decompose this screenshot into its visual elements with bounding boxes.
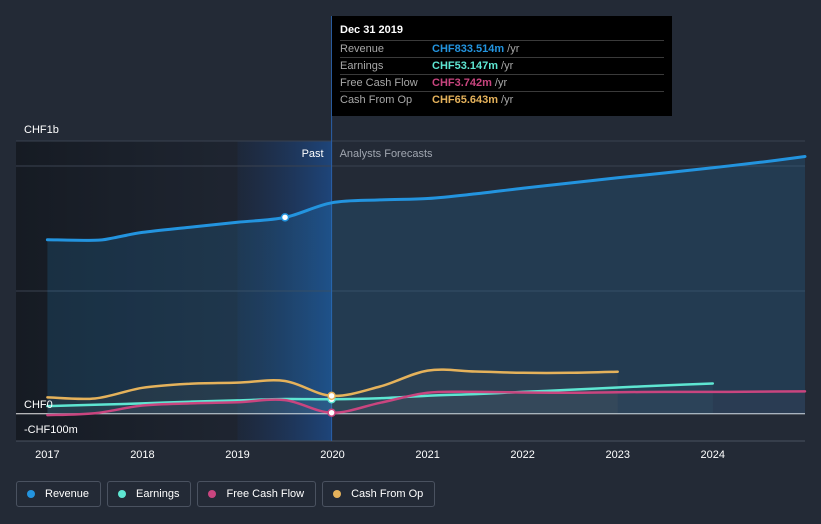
tooltip-row-cash-from-op: Cash From Op CHF65.643m /yr (340, 91, 664, 108)
tooltip-label: Revenue (340, 43, 385, 55)
legend-item-cash-from-op[interactable]: Cash From Op (322, 481, 436, 507)
legend-dot-icon (118, 490, 127, 498)
legend-item-earnings[interactable]: Earnings (107, 481, 192, 507)
y-axis-label: -CHF100m (24, 424, 78, 436)
tooltip-unit: /yr (494, 77, 508, 89)
legend-dot-icon (208, 490, 217, 498)
earnings-line (46, 382, 715, 408)
legend-label: Revenue (45, 488, 90, 500)
tooltip: Dec 31 2019 Revenue CHF833.514m /yr Earn… (332, 16, 672, 116)
x-tick-label: 2021 (415, 449, 439, 461)
legend-item-free-cash-flow[interactable]: Free Cash Flow (197, 481, 317, 507)
legend-label: Earnings (136, 488, 180, 500)
tooltip-date: Dec 31 2019 (340, 24, 403, 36)
free-cash-flow-point-marker (327, 408, 336, 417)
x-tick-label: 2018 (130, 449, 154, 461)
free-cash-flow-line (46, 390, 807, 417)
tooltip-unit: /yr (501, 60, 514, 72)
tooltip-value: CHF65.643m (432, 94, 499, 106)
revenue-area (47, 156, 805, 414)
x-tick-label: 2023 (605, 449, 629, 461)
y-axis-label: CHF0 (24, 399, 53, 411)
legend-item-revenue[interactable]: Revenue (16, 481, 102, 507)
x-tick-label: 2017 (35, 449, 59, 461)
tooltip-unit: /yr (501, 94, 514, 106)
tooltip-label: Cash From Op (340, 94, 413, 106)
tooltip-label: Free Cash Flow (340, 77, 418, 89)
legend: Revenue Earnings Free Cash Flow Cash Fro… (16, 481, 436, 507)
y-axis-label: CHF1b (24, 124, 59, 136)
legend-label: Cash From Op (351, 488, 424, 500)
x-tick-label: 2019 (225, 449, 249, 461)
tooltip-unit: /yr (507, 43, 520, 55)
tooltip-value: CHF833.514m (432, 43, 505, 55)
tooltip-row-revenue: Revenue CHF833.514m /yr (340, 40, 664, 57)
tooltip-row-free-cash-flow: Free Cash Flow CHF3.742m /yr (340, 74, 664, 91)
free-cash-flow-area (47, 391, 805, 416)
tooltip-value: CHF3.742m (432, 77, 492, 89)
legend-label: Free Cash Flow (226, 488, 305, 500)
x-tick-label: 2024 (701, 449, 725, 461)
x-tick-label: 2020 (320, 449, 344, 461)
tooltip-row-earnings: Earnings CHF53.147m /yr (340, 57, 664, 74)
tooltip-value: CHF53.147m (432, 60, 499, 72)
revenue-point-marker (280, 213, 290, 222)
revenue-line (45, 155, 807, 242)
x-tick-label: 2022 (510, 449, 534, 461)
forecast-label: Analysts Forecasts (340, 148, 433, 160)
past-label: Past (302, 148, 324, 160)
legend-dot-icon (27, 490, 35, 498)
legend-dot-icon (333, 490, 342, 498)
tooltip-label: Earnings (340, 60, 384, 72)
cash-from-op-point-marker (327, 391, 336, 401)
